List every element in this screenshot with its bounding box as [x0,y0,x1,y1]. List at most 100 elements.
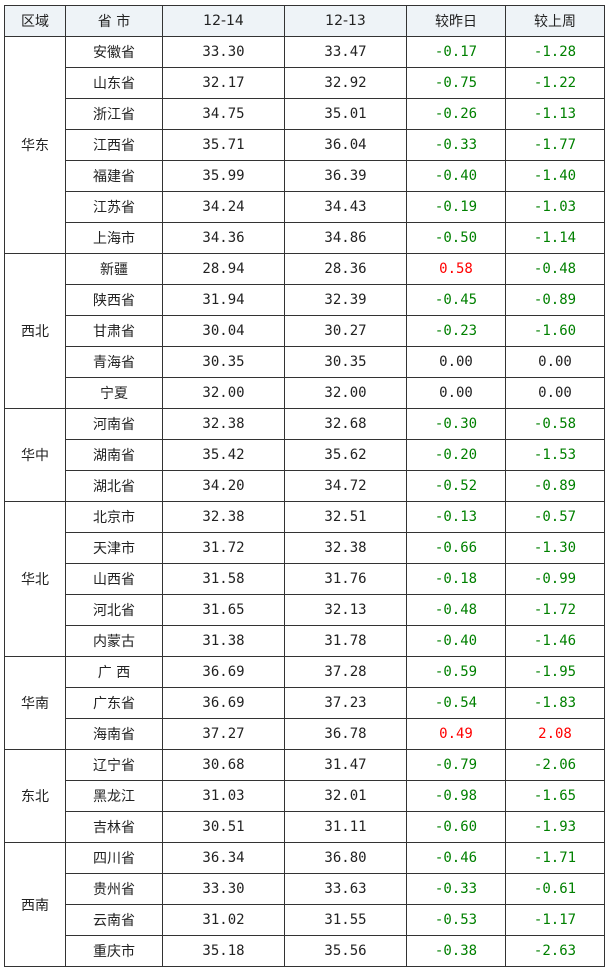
change-day: -0.40 [406,160,506,192]
price-yesterday: 34.86 [284,222,407,254]
change-day: -0.48 [406,594,506,626]
price-today: 32.00 [162,377,285,409]
table-row: 甘肃省 30.04 30.27 -0.23 -1.60 [5,315,605,347]
province-cell: 上海市 [65,222,163,254]
header-change-day: 较昨日 [406,5,506,37]
price-today: 35.42 [162,439,285,471]
table-row: 河北省 31.65 32.13 -0.48 -1.72 [5,594,605,626]
change-day: -0.79 [406,749,506,781]
province-cell: 内蒙古 [65,625,163,657]
price-today: 33.30 [162,873,285,905]
price-today: 31.65 [162,594,285,626]
price-yesterday: 37.28 [284,656,407,688]
change-week: -1.46 [505,625,605,657]
price-today: 35.99 [162,160,285,192]
province-cell: 新疆 [65,253,163,285]
price-today: 31.38 [162,625,285,657]
change-week: -1.40 [505,160,605,192]
price-yesterday: 32.38 [284,532,407,564]
change-week: -2.63 [505,935,605,967]
change-week: -0.61 [505,873,605,905]
price-yesterday: 37.23 [284,687,407,719]
header-date-1: 12-14 [162,5,285,37]
price-today: 32.38 [162,408,285,440]
change-week: -1.77 [505,129,605,161]
change-day: -0.13 [406,501,506,533]
change-day: -0.46 [406,842,506,874]
price-today: 33.30 [162,36,285,68]
change-day: -0.18 [406,563,506,595]
province-cell: 山东省 [65,67,163,99]
table-row: 华北 北京市 32.38 32.51 -0.13 -0.57 [4,501,605,657]
change-day: -0.30 [406,408,506,440]
province-cell: 广东省 [65,687,163,719]
region-cell: 华中 [4,408,66,502]
change-day: 0.58 [406,253,506,285]
price-yesterday: 35.62 [284,439,407,471]
table-row: 西南 四川省 36.34 36.80 -0.46 -1.71 [4,842,605,967]
table-row: 东北 辽宁省 30.68 31.47 -0.79 -2.06 [4,749,605,843]
change-day: 0.49 [406,718,506,750]
price-yesterday: 32.13 [284,594,407,626]
table-row: 陕西省 31.94 32.39 -0.45 -0.89 [5,284,605,316]
change-week: -1.95 [505,656,605,688]
table-row: 湖北省 34.20 34.72 -0.52 -0.89 [5,470,605,502]
province-cell: 海南省 [65,718,163,750]
province-cell: 江西省 [65,129,163,161]
price-today: 32.17 [162,67,285,99]
change-week: -1.93 [505,811,605,843]
province-cell: 福建省 [65,160,163,192]
table-row: 天津市 31.72 32.38 -0.66 -1.30 [5,532,605,564]
change-week: -1.60 [505,315,605,347]
province-cell: 湖南省 [65,439,163,471]
change-day: -0.50 [406,222,506,254]
province-cell: 甘肃省 [65,315,163,347]
table-row: 福建省 35.99 36.39 -0.40 -1.40 [5,160,605,192]
change-week: -1.14 [505,222,605,254]
price-today: 31.02 [162,904,285,936]
change-week: -0.99 [505,563,605,595]
province-cell: 陕西省 [65,284,163,316]
change-day: -0.45 [406,284,506,316]
change-day: -0.53 [406,904,506,936]
price-yesterday: 36.80 [284,842,407,874]
header-date-2: 12-13 [284,5,407,37]
table-row: 华中 河南省 32.38 32.68 -0.30 -0.58 [4,408,605,502]
province-cell: 河南省 [65,408,163,440]
table-row: 黑龙江 31.03 32.01 -0.98 -1.65 [5,780,605,812]
price-yesterday: 33.63 [284,873,407,905]
change-week: -1.13 [505,98,605,130]
header-region: 区域 [4,5,66,37]
change-week: -1.30 [505,532,605,564]
price-yesterday: 32.51 [284,501,407,533]
region-cell: 华东 [4,36,66,254]
region-cell: 西北 [4,253,66,409]
price-yesterday: 32.39 [284,284,407,316]
price-yesterday: 31.11 [284,811,407,843]
table-row: 华南广 西 36.69 37.28 -0.59 -1.95 [4,656,605,750]
change-week: -1.83 [505,687,605,719]
province-cell: 广 西 [65,656,163,688]
change-week: -1.22 [505,67,605,99]
province-cell: 吉林省 [65,811,163,843]
change-week: -1.28 [505,36,605,68]
price-today: 35.18 [162,935,285,967]
table-row: 重庆市 35.18 35.56 -0.38 -2.63 [5,935,605,967]
change-day: -0.59 [406,656,506,688]
price-yesterday: 36.39 [284,160,407,192]
province-cell: 湖北省 [65,470,163,502]
change-day: -0.98 [406,780,506,812]
change-day: 0.00 [406,346,506,378]
change-day: -0.75 [406,67,506,99]
price-today: 34.75 [162,98,285,130]
price-yesterday: 31.78 [284,625,407,657]
change-week: -0.48 [505,253,605,285]
price-yesterday: 30.35 [284,346,407,378]
table-row: 江苏省 34.24 34.43 -0.19 -1.03 [5,191,605,223]
price-yesterday: 32.01 [284,780,407,812]
table-row: 贵州省 33.30 33.63 -0.33 -0.61 [5,873,605,905]
table-row: 宁夏 32.00 32.00 0.00 0.00 [5,377,605,409]
table-row: 吉林省 30.51 31.11 -0.60 -1.93 [5,811,605,843]
change-week: -1.53 [505,439,605,471]
change-day: -0.54 [406,687,506,719]
